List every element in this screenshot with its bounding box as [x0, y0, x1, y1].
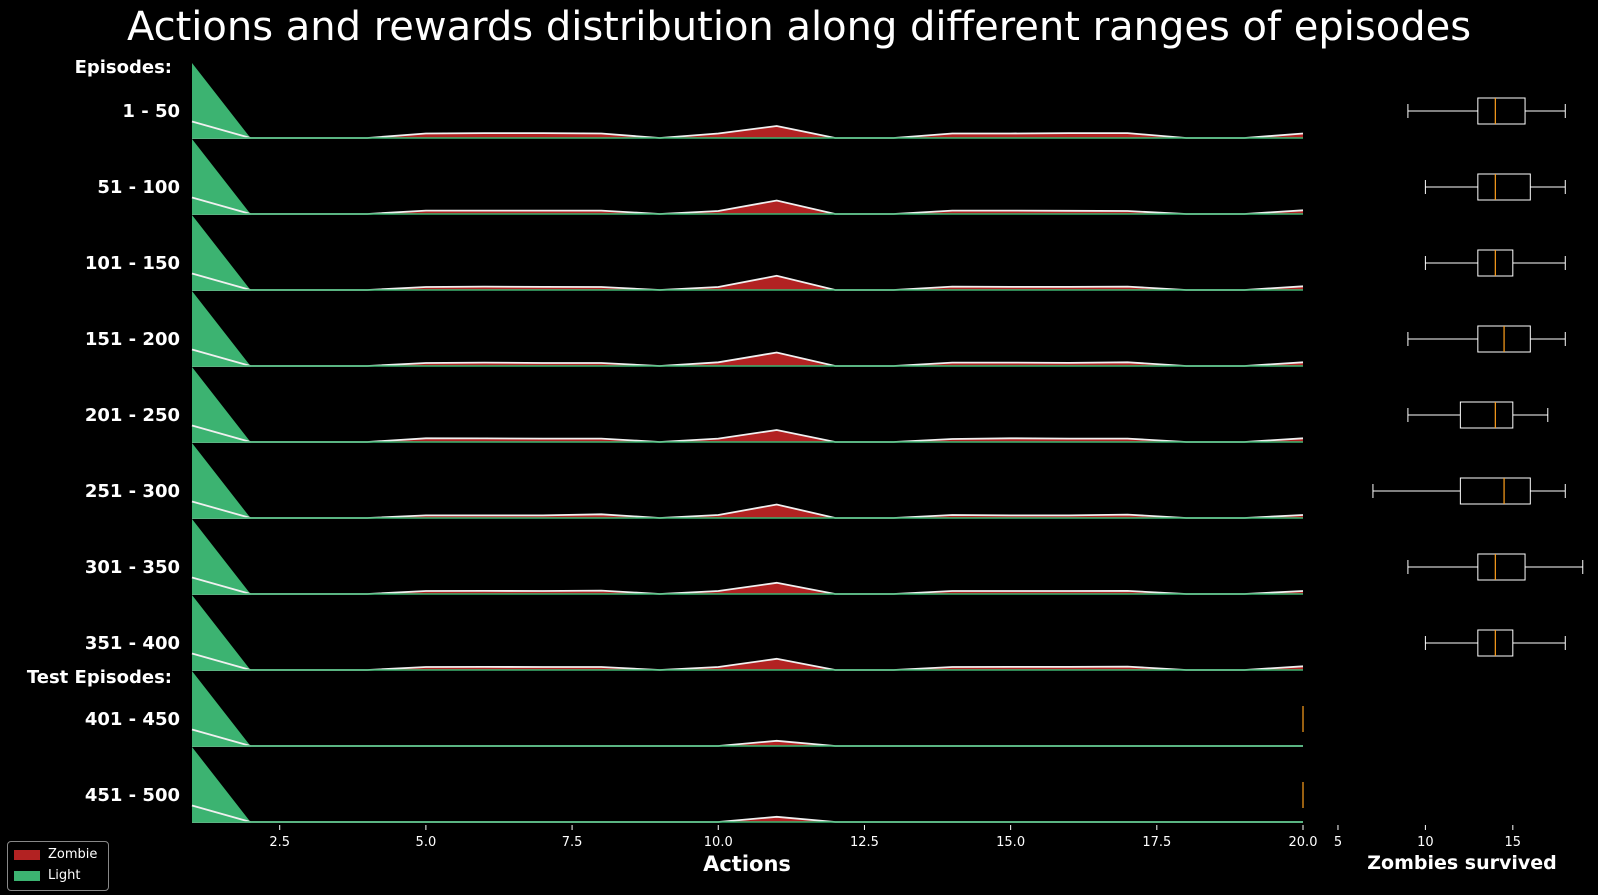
row-label: 151 - 200	[85, 329, 180, 350]
boxplot	[1424, 249, 1566, 277]
legend-label-light: Light	[48, 868, 81, 883]
x-tick-label: 12.5	[850, 835, 879, 850]
x-axis-label: Actions	[703, 852, 791, 876]
row-label: 1 - 50	[122, 101, 180, 122]
group-label-test-episodes: Test Episodes:	[27, 667, 172, 688]
light-area	[192, 139, 1303, 214]
ridge-row: 201 - 250	[85, 367, 1304, 443]
legend-item-zombie: Zombie	[14, 847, 97, 862]
x-tick-label: 2.5	[269, 835, 290, 850]
legend: Zombie Light	[7, 841, 109, 891]
light-inner-line	[191, 728, 251, 747]
boxplot	[1407, 325, 1566, 353]
chart-title: Actions and rewards distribution along d…	[127, 4, 1471, 50]
row-label: 401 - 450	[85, 709, 180, 730]
ridge-row: 101 - 150	[85, 215, 1304, 291]
box-x-tick-label: 5	[1334, 835, 1342, 850]
box-x-tick-label: 10	[1417, 835, 1434, 850]
ridge-row: 151 - 200	[85, 291, 1304, 367]
light-area	[192, 519, 1303, 594]
legend-swatch-zombie	[14, 849, 40, 860]
zombie-area	[192, 126, 1303, 138]
zombie-area	[192, 504, 1303, 518]
light-inner-line	[191, 196, 251, 215]
light-area	[192, 63, 1303, 138]
legend-swatch-light	[14, 870, 40, 881]
row-label: 101 - 150	[85, 253, 180, 274]
light-area	[192, 291, 1303, 366]
box-iqr	[1477, 173, 1531, 201]
row-label: 301 - 350	[85, 557, 180, 578]
box-x-tick-label: 15	[1505, 835, 1522, 850]
light-inner-line	[191, 576, 251, 595]
light-inner-line	[191, 272, 251, 291]
legend-item-light: Light	[14, 868, 80, 883]
boxplot	[1407, 553, 1584, 581]
row-label: 351 - 400	[85, 633, 180, 654]
ridge-row: 251 - 300	[85, 443, 1304, 519]
ridge-row: 1 - 50	[122, 63, 1304, 139]
light-inner-line	[191, 652, 251, 671]
light-area	[192, 747, 1303, 822]
light-area	[192, 443, 1303, 518]
light-area	[192, 367, 1303, 442]
box-iqr	[1477, 97, 1526, 125]
zombie-area	[192, 430, 1303, 442]
light-area	[192, 671, 1303, 746]
ridge-row: 351 - 400	[85, 595, 1304, 671]
light-inner-line	[191, 348, 251, 367]
x-tick-label: 5.0	[416, 835, 437, 850]
boxplot	[1424, 629, 1566, 657]
light-inner-line	[191, 120, 251, 139]
x-tick-label: 10.0	[704, 835, 733, 850]
row-label: 51 - 100	[97, 177, 180, 198]
ridge-row: 401 - 450	[85, 671, 1303, 747]
box-iqr	[1477, 553, 1526, 581]
boxplots	[1302, 97, 1584, 808]
light-inner-line	[191, 500, 251, 519]
x-tick-label: 7.5	[562, 835, 583, 850]
box-x-axis-label: Zombies survived	[1367, 852, 1557, 874]
ridge-rows: 1 - 50 51 - 100 101 - 150 151 - 200 201 - 25…	[85, 63, 1304, 823]
zombie-area	[192, 352, 1303, 366]
boxplot	[1372, 477, 1566, 505]
boxplot	[1407, 97, 1566, 125]
legend-label-zombie: Zombie	[48, 847, 98, 862]
zombie-area	[192, 275, 1303, 290]
group-label-episodes: Episodes:	[75, 57, 172, 78]
box-iqr	[1459, 401, 1514, 429]
ridge-row: 451 - 500	[85, 747, 1303, 823]
x-tick-label: 15.0	[996, 835, 1025, 850]
actions-x-axis: 2.5 5.0 7.5 10.0 12.5 15.0 17.5 20.0	[269, 825, 1317, 850]
light-inner-line	[191, 424, 251, 443]
zombie-area	[192, 582, 1303, 594]
boxplot	[1424, 173, 1566, 201]
ridge-row: 301 - 350	[85, 519, 1304, 595]
light-inner-line	[191, 804, 251, 823]
row-label: 451 - 500	[85, 785, 180, 806]
row-label: 201 - 250	[85, 405, 180, 426]
row-label: 251 - 300	[85, 481, 180, 502]
x-tick-label: 20.0	[1289, 835, 1318, 850]
x-tick-label: 17.5	[1142, 835, 1171, 850]
zombies-x-axis: 5 10 15	[1334, 825, 1521, 850]
box-iqr	[1459, 477, 1531, 505]
light-area	[192, 595, 1303, 670]
light-area	[192, 215, 1303, 290]
zombie-area	[192, 658, 1303, 670]
boxplot	[1407, 401, 1549, 429]
ridge-row: 51 - 100	[97, 139, 1304, 215]
